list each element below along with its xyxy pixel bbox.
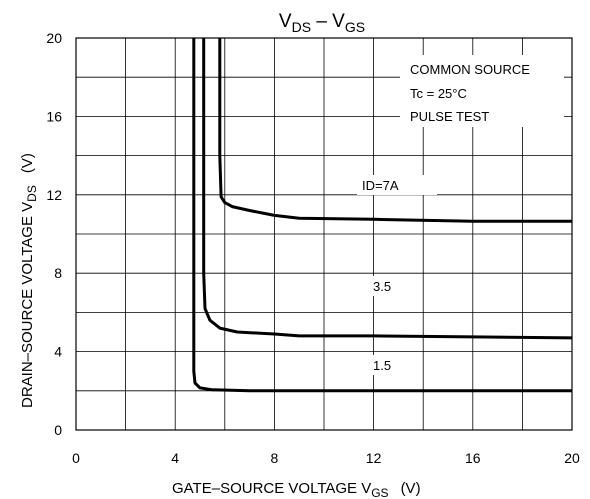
chart-title-main: V xyxy=(279,11,292,32)
y-axis-label: DRAIN–SOURCE VOLTAGE VDS (V) xyxy=(19,153,39,408)
condition-pulse-test: PULSE TEST xyxy=(410,109,489,124)
y-tick-label: 0 xyxy=(54,422,62,438)
grid-lines xyxy=(76,38,572,430)
condition-common-source: COMMON SOURCE xyxy=(410,62,530,77)
series-line-2 xyxy=(192,38,572,393)
y-tick-label: 16 xyxy=(46,108,62,124)
x-tick-label: 16 xyxy=(465,450,481,466)
x-axis-label-unit: (V) xyxy=(401,480,421,497)
series-line-1 xyxy=(202,38,573,340)
y-tick-label: 4 xyxy=(54,344,62,360)
y-axis-label-sub: DS xyxy=(25,185,39,202)
label-bg-1-5 xyxy=(370,355,402,375)
y-tick-labels: 0 4 8 12 16 20 xyxy=(46,30,62,438)
series-lines xyxy=(192,38,573,393)
plot-frame xyxy=(75,37,573,431)
x-axis-label: GATE–SOURCE VOLTAGE VGS (V) xyxy=(172,480,421,499)
conditions-box-bg xyxy=(400,55,564,127)
y-axis-label-unit: (V) xyxy=(19,153,36,173)
x-axis-label-sub: GS xyxy=(371,486,388,499)
y-tick-label: 12 xyxy=(46,187,62,203)
x-tick-labels: 0 4 8 12 16 20 xyxy=(72,450,580,466)
y-axis-label-main: DRAIN–SOURCE VOLTAGE V xyxy=(19,202,36,408)
label-bg-7a xyxy=(357,175,437,195)
x-tick-label: 0 xyxy=(72,450,80,466)
x-tick-label: 4 xyxy=(171,450,179,466)
x-axis-label-main: GATE–SOURCE VOLTAGE V xyxy=(172,480,371,497)
series-label-3-5: 3.5 xyxy=(373,279,391,294)
x-tick-label: 12 xyxy=(366,450,382,466)
chart-title-dash: – V xyxy=(311,11,345,32)
y-tick-label: 8 xyxy=(54,265,62,281)
label-bg-3-5 xyxy=(370,276,402,296)
series-label-7a: ID=7A xyxy=(362,178,399,193)
chart-title: VDS – VGS xyxy=(279,11,365,35)
series-label-1-5: 1.5 xyxy=(373,358,391,373)
y-tick-label: 20 xyxy=(46,30,62,46)
x-tick-label: 20 xyxy=(564,450,580,466)
chart-title-sub1: DS xyxy=(292,19,311,35)
x-tick-label: 8 xyxy=(271,450,279,466)
chart-title-sub2: GS xyxy=(345,19,365,35)
series-line-0 xyxy=(218,38,572,223)
condition-tc: Tc = 25°C xyxy=(410,86,467,101)
